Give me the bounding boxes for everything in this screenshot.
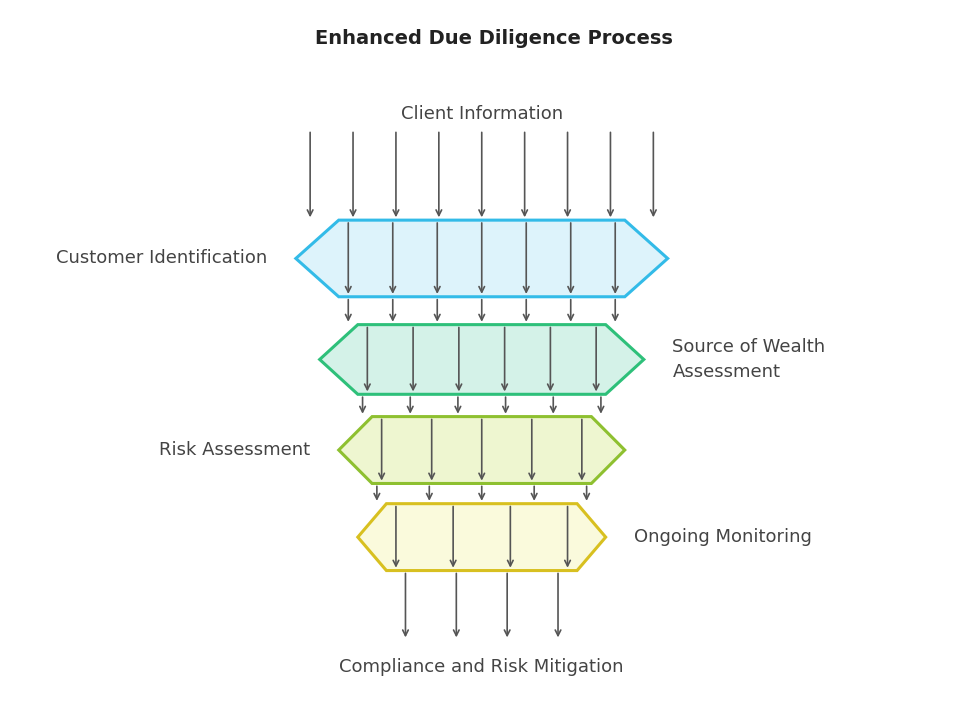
Text: Enhanced Due Diligence Process: Enhanced Due Diligence Process xyxy=(315,28,673,47)
Text: Compliance and Risk Mitigation: Compliance and Risk Mitigation xyxy=(339,658,624,675)
Polygon shape xyxy=(295,220,668,297)
Text: Customer Identification: Customer Identification xyxy=(56,250,267,267)
Polygon shape xyxy=(338,417,625,484)
Text: Client Information: Client Information xyxy=(401,104,563,123)
Polygon shape xyxy=(358,503,605,570)
Text: Risk Assessment: Risk Assessment xyxy=(159,441,310,459)
Text: Source of Wealth
Assessment: Source of Wealth Assessment xyxy=(673,338,826,381)
Text: Ongoing Monitoring: Ongoing Monitoring xyxy=(635,528,812,546)
Polygon shape xyxy=(320,324,644,394)
